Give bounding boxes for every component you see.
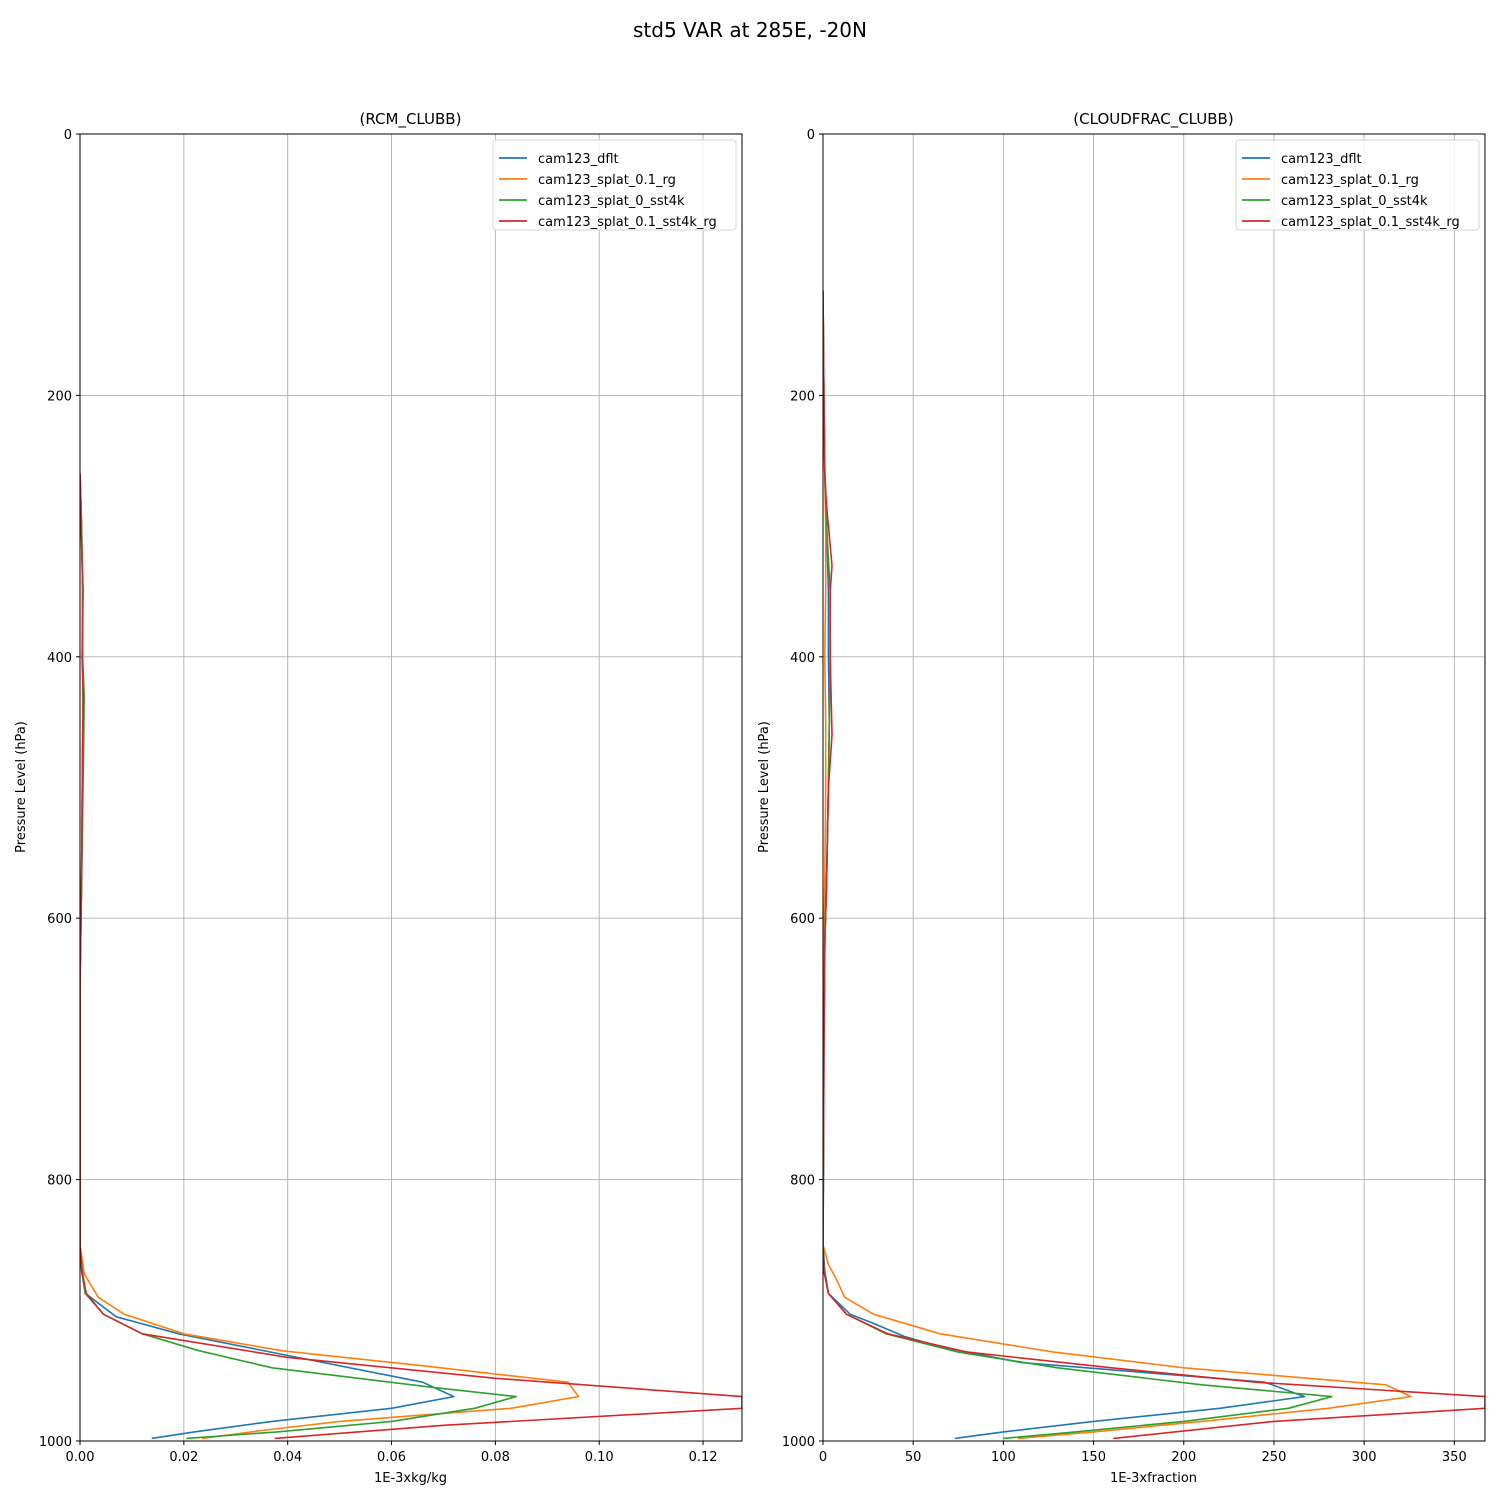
x-tick-label: 150 [1081,1450,1106,1465]
y-tick-label: 0 [807,128,815,143]
panel-cloudfrac-clubb: (CLOUDFRAC_CLUBB) 1E-3xfraction Pressure… [757,110,1486,1486]
legend-label: cam123_splat_0.1_sst4k_rg [1281,215,1460,230]
series-line-cam123_splat_0_sst4k [80,473,517,1440]
legend-label: cam123_splat_0_sst4k [538,194,685,209]
series-group [823,290,1485,1440]
series-line-cam123_splat_0.1_sst4k_rg [823,290,1485,1440]
x-tick-label: 0.12 [689,1450,718,1465]
legend-label: cam123_splat_0.1_rg [538,173,676,188]
legend: cam123_dflt cam123_splat_0.1_rg cam123_spl… [1235,139,1480,231]
axes-frame [79,133,743,1442]
x-tick-label: 300 [1352,1450,1377,1465]
legend-box [492,139,737,231]
x-tick-label: 50 [905,1450,922,1465]
y-tick-label: 800 [790,1174,815,1189]
x-tick-label: 100 [991,1450,1016,1465]
x-tick-label: 200 [1171,1450,1196,1465]
legend-label: cam123_dflt [538,152,619,167]
y-axis-label: Pressure Level (hPa) [757,721,772,853]
axes-frame [822,133,1486,1442]
panel-rcm-clubb: (RCM_CLUBB) 1E-3xkg/kg Pressure Level (h… [14,110,743,1486]
y-tick-label: 600 [790,912,815,927]
y-tick-label: 400 [47,651,72,666]
figure-title: std5 VAR at 285E, -20N [633,18,867,42]
y-tick-label: 0 [64,128,72,143]
y-tick-label: 200 [790,389,815,404]
legend: cam123_dflt cam123_splat_0.1_rg cam123_spl… [492,139,737,231]
x-tick-label: 350 [1442,1450,1467,1465]
x-tick-label: 0.04 [273,1450,302,1465]
y-tick-label: 400 [790,651,815,666]
series-line-cam123_dflt [823,290,1306,1440]
y-tick-label: 800 [47,1174,72,1189]
panel-title: (CLOUDFRAC_CLUBB) [1073,110,1233,129]
y-tick-label: 1000 [782,1435,815,1450]
x-tick-label: 0.10 [585,1450,614,1465]
series-line-cam123_splat_0.1_sst4k_rg [80,473,742,1440]
panel-title: (RCM_CLUBB) [360,110,462,129]
legend-label: cam123_splat_0.1_sst4k_rg [538,215,717,230]
x-tick-label: 0.02 [169,1450,198,1465]
y-tick-label: 200 [47,389,72,404]
y-axis-label: Pressure Level (hPa) [14,721,29,853]
series-group [80,473,742,1440]
x-tick-label: 0.00 [66,1450,95,1465]
y-tick-label: 600 [47,912,72,927]
x-tick-label: 0 [819,1450,827,1465]
grid [79,133,742,1442]
y-tick-label: 1000 [39,1435,72,1450]
legend-label: cam123_splat_0.1_rg [1281,173,1419,188]
x-tick-label: 0.08 [481,1450,510,1465]
series-line-cam123_dflt [80,473,455,1440]
legend-label: cam123_dflt [1281,152,1362,167]
x-axis-label: 1E-3xfraction [1110,1471,1197,1486]
legend-box [1235,139,1480,231]
x-tick-label: 0.06 [377,1450,406,1465]
grid [822,133,1485,1442]
series-line-cam123_splat_0.1_rg [80,473,580,1440]
legend-label: cam123_splat_0_sst4k [1281,194,1428,209]
x-axis-label: 1E-3xkg/kg [374,1471,447,1486]
series-line-cam123_splat_0.1_rg [823,290,1412,1440]
x-tick-label: 250 [1262,1450,1287,1465]
series-line-cam123_splat_0_sst4k [823,290,1333,1440]
